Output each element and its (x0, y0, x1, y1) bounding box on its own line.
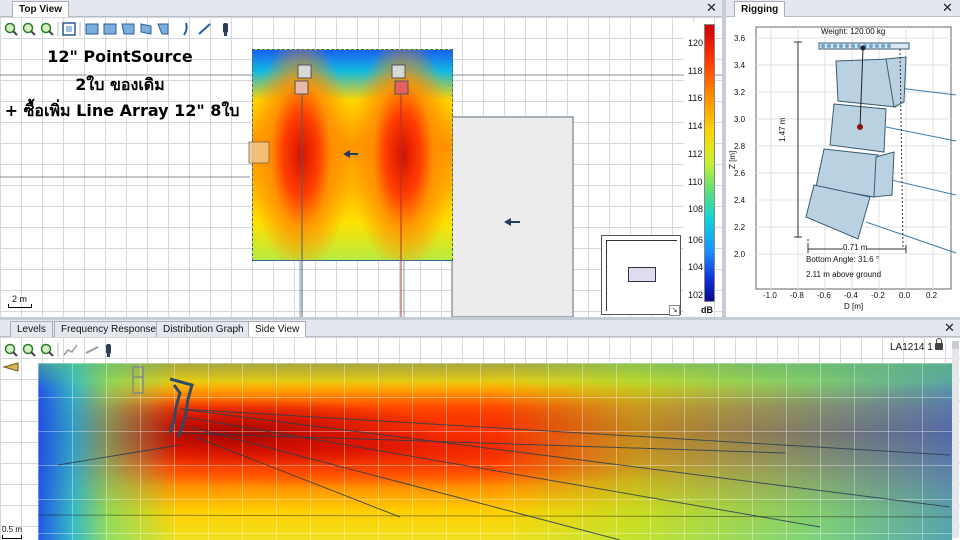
tab-side-view[interactable]: Side View (248, 321, 307, 337)
speaker-selector[interactable]: LA1214 1 (890, 342, 933, 353)
tab-frequency-response[interactable]: Frequency Response (54, 321, 164, 337)
side-view-toolbar (4, 343, 111, 357)
zoom-out-icon[interactable] (22, 343, 36, 357)
colorbar-tick: 120 (688, 38, 704, 48)
side-view-heatmap (38, 363, 952, 540)
x-tick: -0.2 (871, 291, 885, 300)
zoom-out-icon[interactable] (22, 22, 36, 36)
lock-icon[interactable] (935, 338, 943, 350)
colorbar-tick: 106 (688, 235, 704, 245)
minimap[interactable] (601, 235, 681, 315)
y-tick: 2.0 (734, 250, 746, 259)
x-tick: -1.0 (763, 291, 777, 300)
panel-splitter[interactable] (722, 0, 726, 318)
colorbar-tick: 116 (688, 93, 703, 103)
box-tilt-icon[interactable] (140, 23, 152, 35)
side-view-canvas[interactable]: LA1214 1 0.5 (0, 337, 960, 540)
x-tick: 0.2 (926, 291, 938, 300)
listener-marker-icon (2, 362, 19, 372)
scale-label: 2 m (12, 294, 28, 304)
side-scale-bar (2, 535, 22, 539)
rigging-panel: Weight: 120.00 kg 1.47 m 0.71 m Bottom A… (726, 17, 960, 317)
colorbar-tick: 104 (688, 262, 704, 272)
speaker-markers (248, 64, 409, 317)
box-front-icon[interactable] (121, 23, 135, 35)
horizontal-splitter[interactable] (0, 317, 960, 320)
select-area-icon[interactable] (62, 22, 76, 36)
overlay-title: 12" PointSource (47, 47, 193, 66)
rigging-above-ground: 2.11 m above ground (806, 270, 882, 279)
top-view-tabbar: Top View ✕ (0, 0, 722, 17)
rigging-width-label: 0.71 m (843, 243, 868, 252)
colorbar-tick: 112 (688, 149, 703, 159)
scale-bar (8, 304, 32, 308)
colorbar-tick: 108 (688, 204, 704, 214)
speaker-icon[interactable] (223, 23, 228, 36)
speaker-icon[interactable] (106, 344, 111, 357)
colorbar (684, 22, 715, 316)
overlay-subtitle: 2ใบ ของเดิม (75, 75, 165, 94)
side-scale-label: 0.5 m (2, 525, 23, 534)
chart-icon[interactable] (63, 344, 78, 356)
rigging-x-axis-label: D [m] (844, 302, 864, 311)
rigging-bottom-angle: Bottom Angle: 31.6 ° (806, 255, 880, 264)
rigging-y-axis-label: Z [m] (728, 150, 737, 169)
y-tick: 3.2 (734, 88, 746, 97)
colorbar-tick: 114 (688, 121, 703, 131)
close-icon[interactable]: ✕ (944, 321, 955, 336)
rigging-tabbar: Rigging ✕ (726, 0, 960, 17)
colorbar-gradient (704, 24, 715, 302)
resize-grip-icon[interactable]: ↘ (669, 305, 680, 316)
top-view-canvas[interactable]: 12" PointSource 2ใบ ของเดิม + ซื้อเพิ่ม … (0, 17, 722, 317)
rigging-height-label: 1.47 m (778, 117, 787, 142)
y-tick: 2.2 (734, 223, 746, 232)
y-tick: 3.4 (734, 61, 746, 70)
heatmap-fade-left (38, 363, 178, 540)
y-tick: 2.4 (734, 196, 746, 205)
scrollbar[interactable] (952, 341, 959, 538)
x-tick: 0.0 (899, 291, 911, 300)
rigging-weight: Weight: 120.00 kg (821, 27, 886, 36)
colorbar-tick: 110 (688, 177, 703, 187)
bottom-tabbar: Levels Frequency Response Distribution G… (0, 320, 960, 337)
zoom-fit-icon[interactable] (40, 343, 54, 357)
line-icon[interactable] (85, 346, 99, 354)
y-tick: 3.0 (734, 115, 746, 124)
y-tick: 3.6 (734, 34, 746, 43)
point-source-glyph (132, 366, 144, 394)
top-view-toolbar (2, 20, 242, 38)
x-tick: -0.4 (844, 291, 858, 300)
tab-levels[interactable]: Levels (10, 321, 53, 337)
overlay-note: + ซื้อเพิ่ม Line Array 12" 8ใบ (4, 101, 240, 120)
line-icon[interactable] (198, 23, 211, 35)
side-view-rays (2, 362, 952, 540)
tab-distribution-graph[interactable]: Distribution Graph (156, 321, 251, 337)
colorbar-unit: dB (701, 305, 713, 315)
zoom-in-icon[interactable] (4, 343, 18, 357)
x-tick: -0.8 (790, 291, 804, 300)
box-side-icon[interactable] (103, 23, 117, 35)
colorbar-tick: 102 (688, 290, 704, 300)
colorbar-tick: 118 (688, 66, 703, 76)
tab-top-view[interactable]: Top View (12, 1, 69, 17)
zoom-fit-icon[interactable] (40, 22, 54, 36)
y-tick: 2.6 (734, 169, 746, 178)
line-array-glyph (168, 377, 194, 438)
curve-icon[interactable] (183, 22, 188, 36)
box-wedge-icon[interactable] (157, 23, 169, 35)
close-icon[interactable]: ✕ (706, 1, 717, 16)
minimap-view-box (628, 267, 656, 282)
box-icon[interactable] (85, 23, 99, 35)
zoom-in-icon[interactable] (4, 22, 18, 36)
tab-rigging[interactable]: Rigging (734, 1, 786, 17)
close-icon[interactable]: ✕ (942, 1, 953, 16)
x-tick: -0.6 (817, 291, 831, 300)
y-tick: 2.8 (734, 142, 746, 151)
